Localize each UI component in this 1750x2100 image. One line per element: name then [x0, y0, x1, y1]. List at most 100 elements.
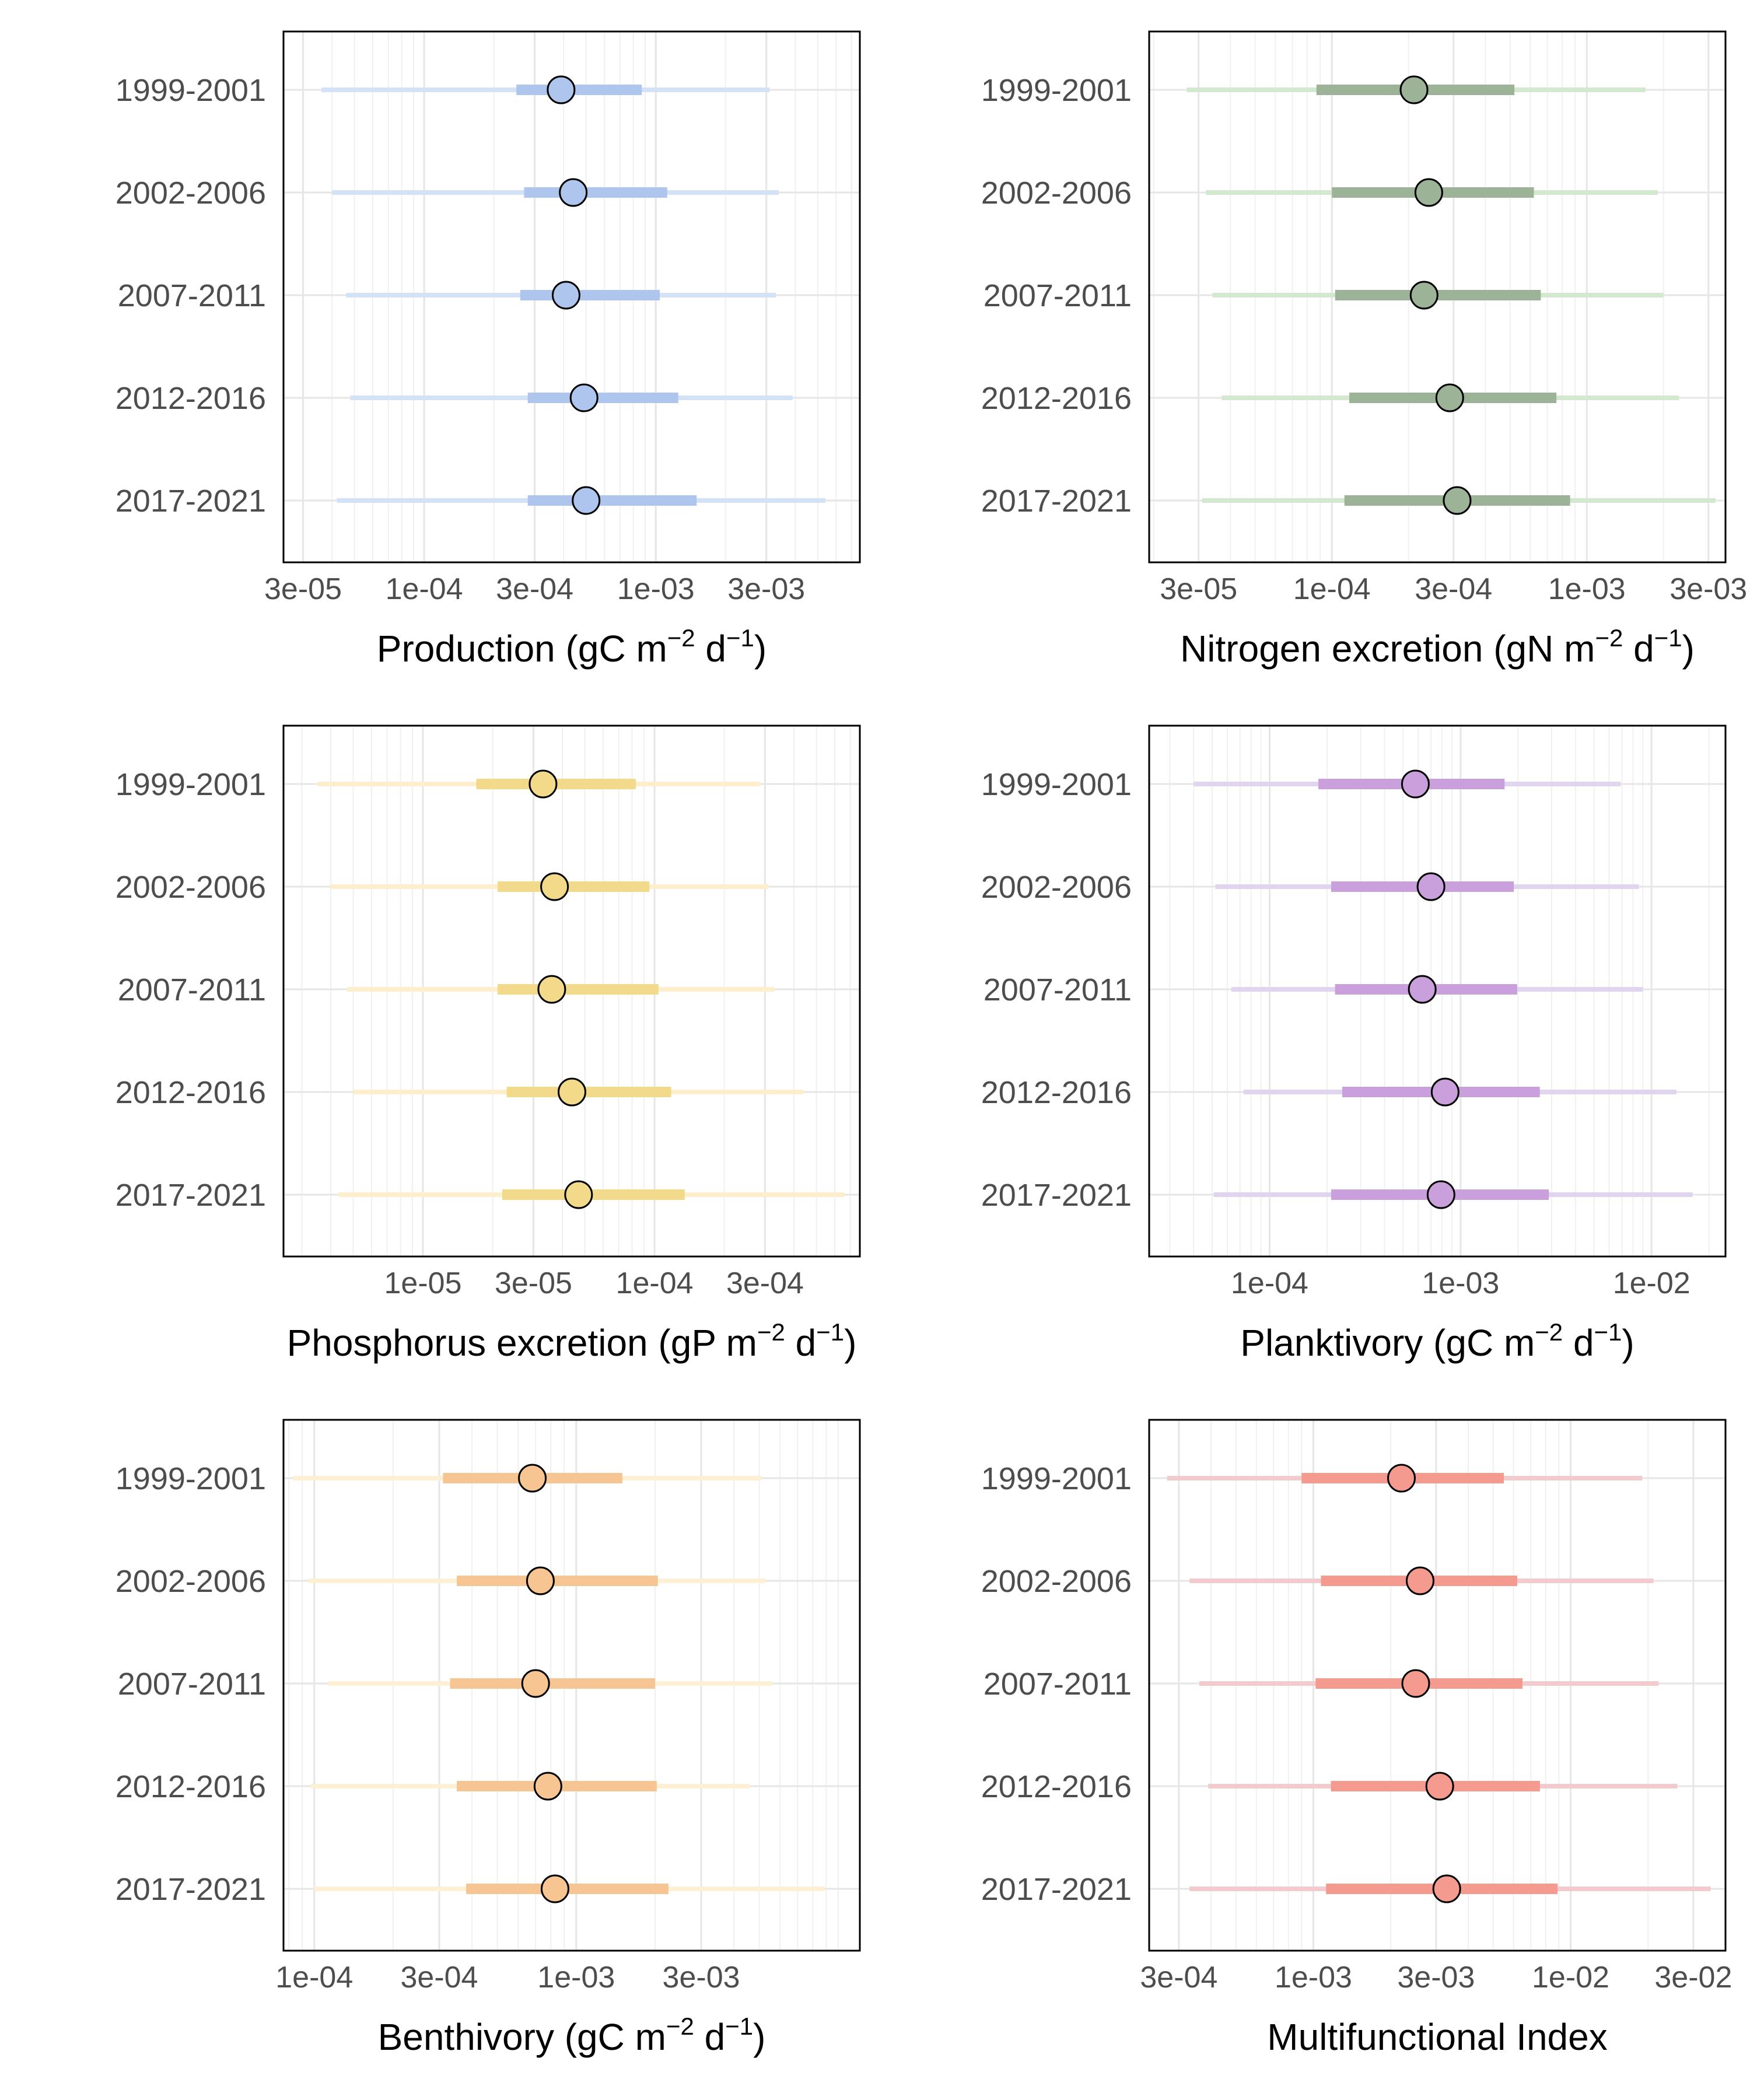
series-2017-2021: 2017-2021 [981, 1872, 1711, 1907]
series-2012-2016: 2012-2016 [116, 1075, 804, 1110]
median-point [528, 769, 558, 799]
panel-4: 1999-2001 2002-2006 2007-2011 2012-2016 2017… [981, 724, 1727, 1364]
x-tick-label: 1e-04 [275, 1961, 353, 1994]
median-point [1405, 1566, 1434, 1595]
y-tick-label: 1999-2001 [116, 73, 266, 108]
median-point [1409, 281, 1438, 310]
median-point [569, 383, 598, 412]
x-tick-label: 3e-04 [400, 1961, 478, 1994]
median-point [1399, 75, 1429, 104]
series-2007-2011: 2007-2011 [984, 278, 1664, 313]
y-tick-label: 2012-2016 [981, 1075, 1132, 1110]
median-point [1430, 1077, 1460, 1107]
panel-5: 1999-2001 2002-2006 2007-2011 2012-2016 2017… [116, 1419, 861, 2058]
x-tick-label: 1e-03 [537, 1961, 615, 1994]
x-tick-label: 3e-04 [726, 1266, 804, 1300]
panel-2: 1999-2001 2002-2006 2007-2011 2012-2016 2017… [981, 30, 1747, 670]
x-tick-label: 1e-05 [384, 1266, 462, 1300]
panel-1: 1999-2001 2002-2006 2007-2011 2012-2016 2017… [116, 30, 861, 670]
x-tick-label: 3e-03 [727, 572, 805, 606]
y-tick-label: 2007-2011 [984, 972, 1132, 1007]
series-1999-2001: 1999-2001 [981, 1461, 1643, 1496]
x-tick-label: 3e-05 [264, 572, 342, 606]
median-point [551, 281, 580, 310]
x-tick-label: 1e-02 [1532, 1961, 1609, 1994]
median-point [540, 872, 569, 901]
median-point [1425, 1772, 1454, 1801]
y-tick-label: 1999-2001 [981, 73, 1132, 108]
x-tick-label: 1e-04 [616, 1266, 694, 1300]
x-tick-label: 3e-02 [1654, 1961, 1732, 1994]
median-point [540, 1874, 569, 1903]
x-tick-label: 1e-03 [1275, 1961, 1352, 1994]
series-2002-2006: 2002-2006 [116, 870, 769, 905]
y-tick-label: 2007-2011 [984, 1667, 1132, 1702]
series-2007-2011: 2007-2011 [984, 1667, 1659, 1702]
series-2017-2021: 2017-2021 [116, 1872, 825, 1907]
median-point [1426, 1180, 1455, 1209]
x-axis-title: Phosphorus excretion (gP m−2 d−1) [287, 1318, 857, 1364]
median-point [533, 1772, 562, 1801]
x-tick-label: 1e-04 [386, 572, 463, 606]
panel-6: 1999-2001 2002-2006 2007-2011 2012-2016 2017… [981, 1419, 1732, 2058]
y-tick-label: 2012-2016 [116, 381, 266, 416]
series-1999-2001: 1999-2001 [116, 1461, 762, 1496]
median-point [547, 75, 576, 104]
x-tick-label: 1e-04 [1293, 572, 1371, 606]
y-tick-label: 2017-2021 [116, 1178, 266, 1213]
y-tick-label: 2017-2021 [981, 1178, 1132, 1213]
series-2002-2006: 2002-2006 [981, 176, 1658, 211]
panel-border [1148, 30, 1727, 564]
x-tick-label: 1e-02 [1613, 1266, 1690, 1300]
series-2012-2016: 2012-2016 [981, 381, 1679, 416]
y-tick-label: 2002-2006 [116, 870, 266, 905]
x-tick-label: 3e-03 [1397, 1961, 1475, 1994]
series-2012-2016: 2012-2016 [116, 381, 793, 416]
x-axis-title: Planktivory (gC m−2 d−1) [1240, 1318, 1634, 1364]
median-point [1414, 178, 1443, 207]
median-point [1435, 383, 1464, 412]
series-2017-2021: 2017-2021 [981, 1178, 1693, 1213]
x-tick-label: 1e-03 [617, 572, 695, 606]
y-tick-label: 1999-2001 [116, 767, 266, 802]
series-2012-2016: 2012-2016 [981, 1075, 1676, 1110]
y-tick-label: 2007-2011 [118, 1667, 266, 1702]
series-1999-2001: 1999-2001 [116, 767, 760, 802]
y-tick-label: 2002-2006 [116, 1564, 266, 1599]
median-point [1387, 1464, 1416, 1493]
series-1999-2001: 1999-2001 [981, 767, 1621, 802]
median-point [1443, 486, 1472, 515]
x-tick-label: 3e-03 [1670, 572, 1747, 606]
median-point [518, 1464, 547, 1493]
series-2012-2016: 2012-2016 [981, 1769, 1678, 1804]
y-tick-label: 2002-2006 [116, 176, 266, 211]
series-2007-2011: 2007-2011 [118, 972, 775, 1007]
median-point [537, 975, 566, 1004]
x-axis-title: Nitrogen excretion (gN m−2 d−1) [1180, 624, 1695, 670]
median-point [1408, 975, 1437, 1004]
y-tick-label: 2012-2016 [116, 1769, 266, 1804]
median-point [1416, 872, 1446, 901]
x-axis-title: Benthivory (gC m−2 d−1) [378, 2013, 766, 2058]
series-2017-2021: 2017-2021 [116, 1178, 845, 1213]
y-tick-label: 2017-2021 [981, 1872, 1132, 1907]
series-2012-2016: 2012-2016 [116, 1769, 750, 1804]
median-point [1401, 1669, 1430, 1698]
y-tick-label: 2012-2016 [981, 1769, 1132, 1804]
series-2002-2006: 2002-2006 [116, 176, 779, 211]
median-point [564, 1180, 593, 1209]
series-1999-2001: 1999-2001 [116, 73, 770, 108]
series-2007-2011: 2007-2011 [118, 278, 776, 313]
x-axis-title: Multifunctional Index [1267, 2016, 1607, 2058]
median-point [1432, 1874, 1461, 1903]
y-tick-label: 2017-2021 [981, 484, 1132, 519]
panel-border [1148, 1419, 1727, 1952]
y-tick-label: 2002-2006 [981, 870, 1132, 905]
y-tick-label: 2007-2011 [118, 278, 266, 313]
series-2007-2011: 2007-2011 [984, 972, 1643, 1007]
y-tick-label: 2017-2021 [116, 1872, 266, 1907]
x-tick-label: 3e-03 [663, 1961, 740, 1994]
x-tick-label: 1e-03 [1548, 572, 1626, 606]
x-tick-label: 3e-04 [496, 572, 573, 606]
